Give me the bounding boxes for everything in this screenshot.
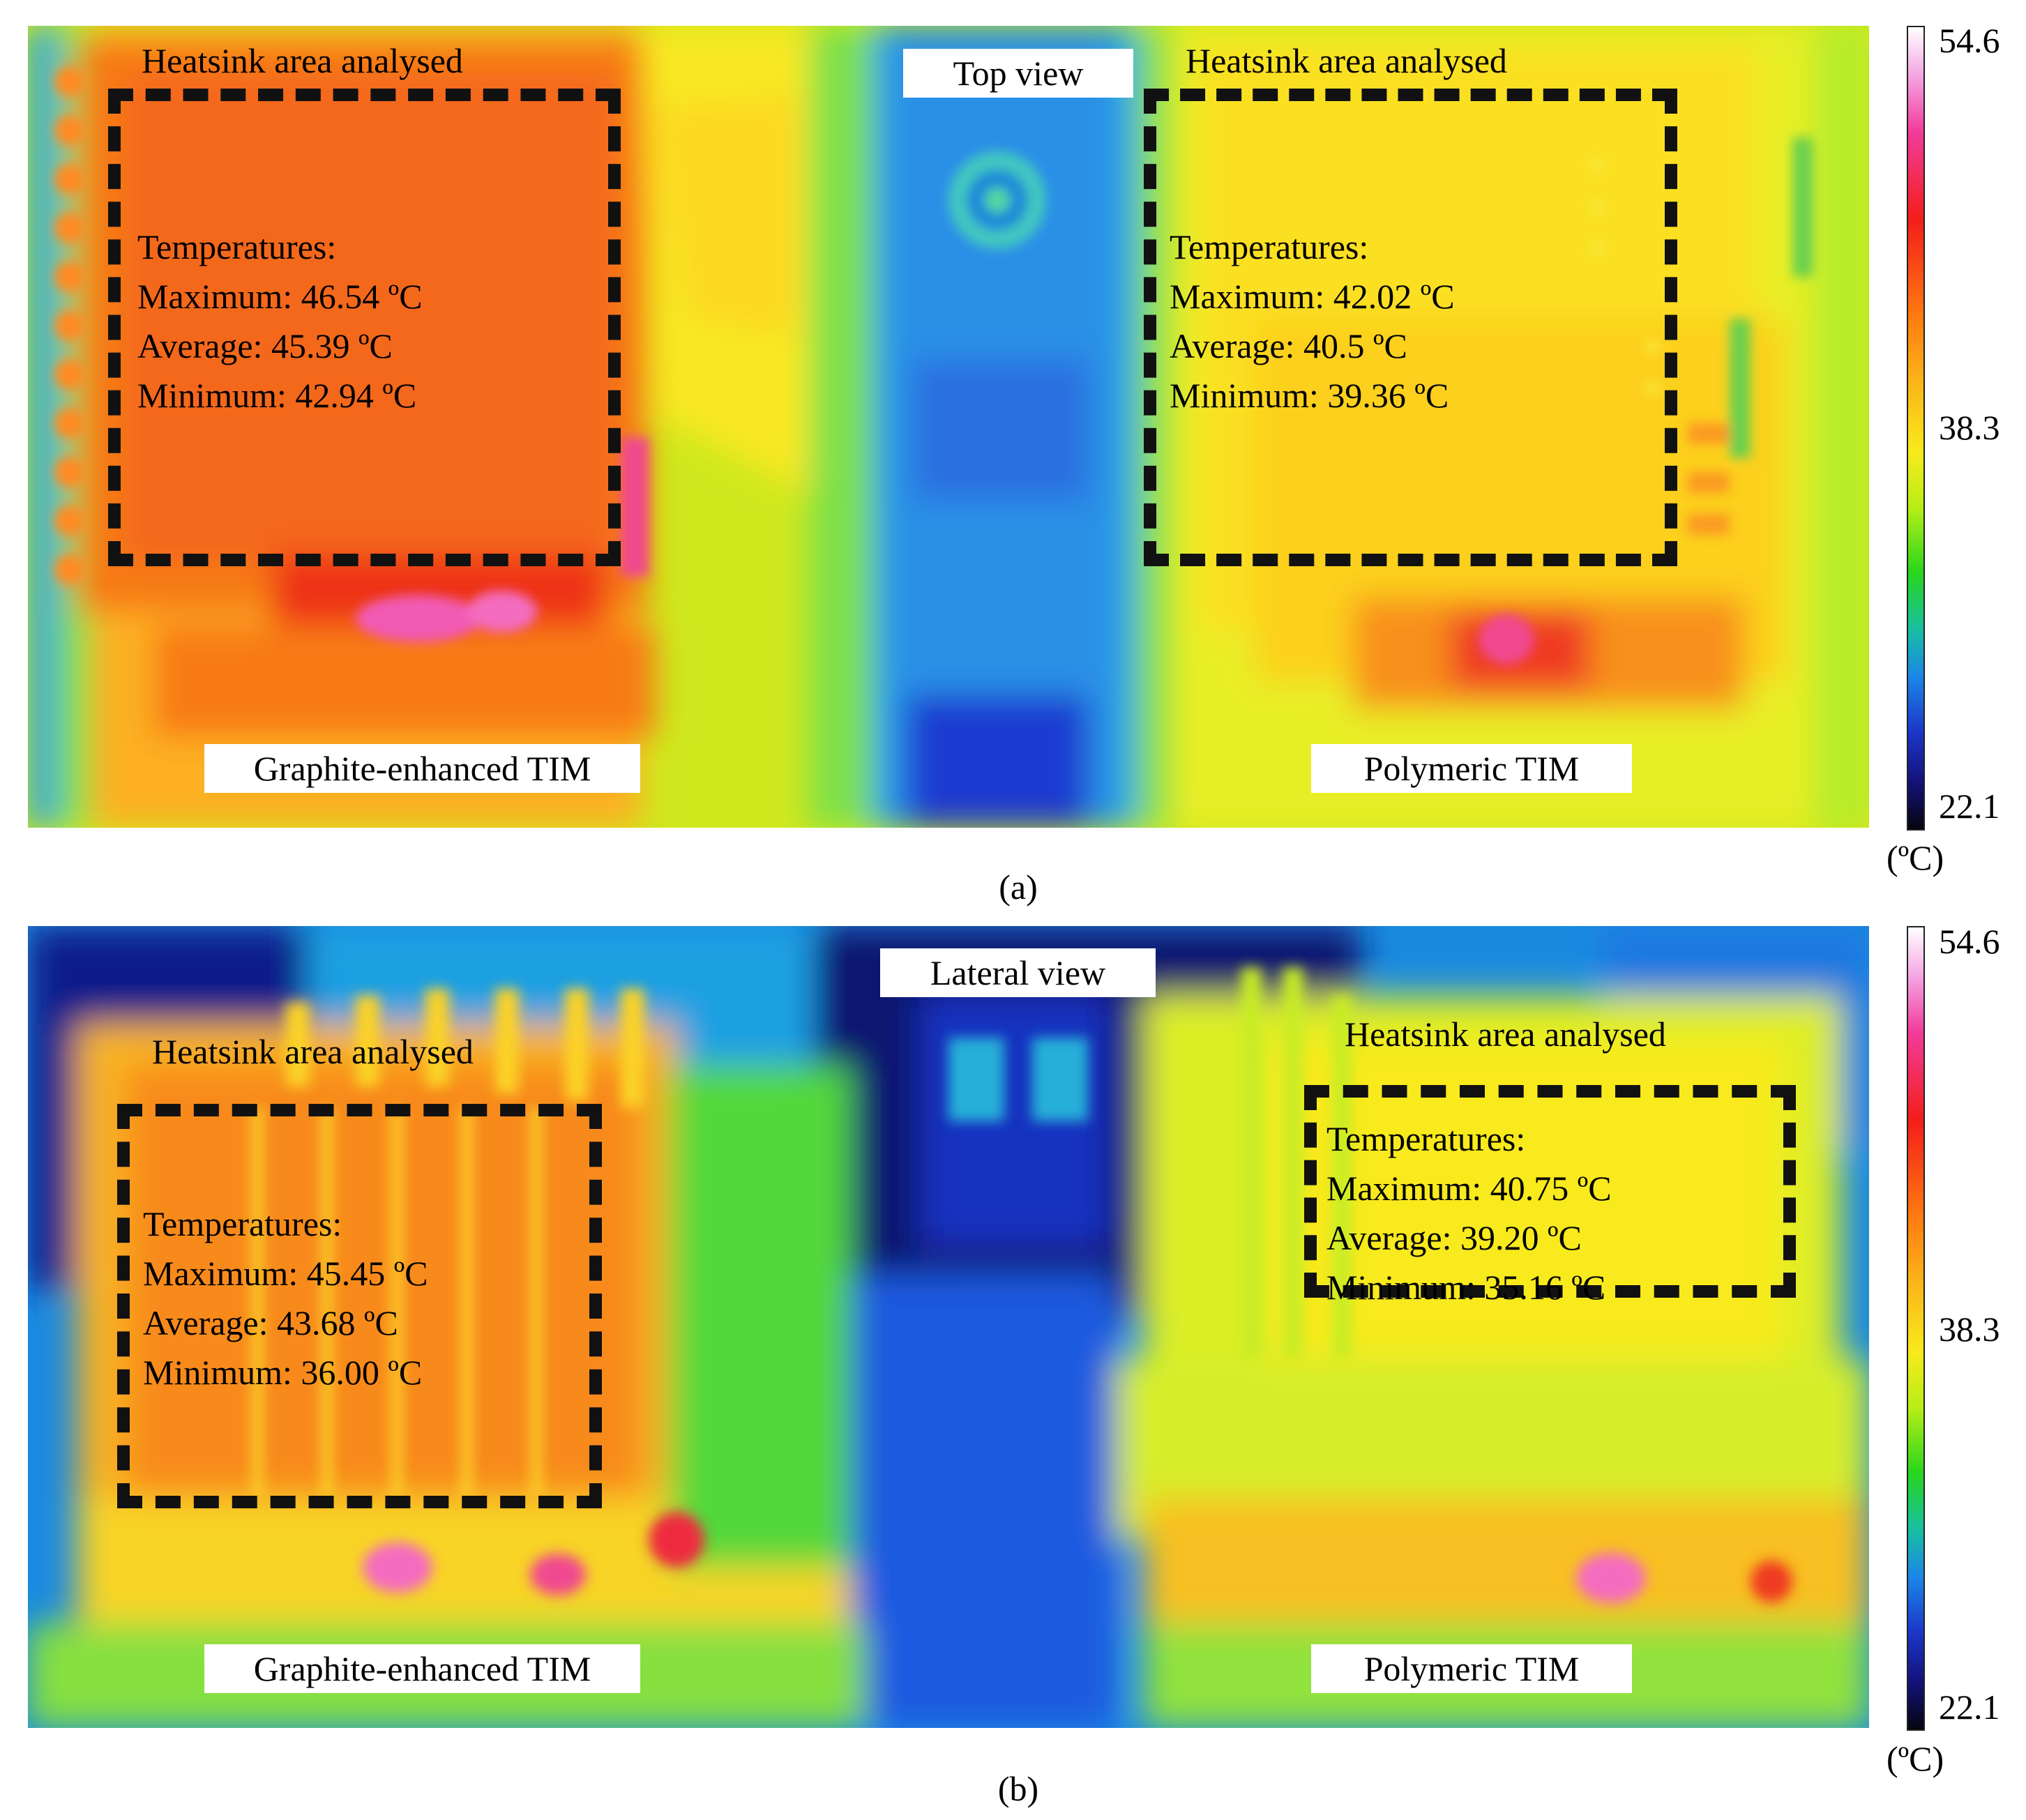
temperature-min: Minimum: 36.00 ºC <box>143 1353 423 1392</box>
view-label: Lateral view <box>880 948 1156 997</box>
temperature-readout-right: Temperatures: Maximum: 40.75 ºC Average:… <box>1326 1114 1612 1312</box>
tim-label-right: Polymeric TIM <box>1311 1644 1632 1693</box>
temperature-avg: Average: 43.68 ºC <box>143 1303 398 1342</box>
view-label: Top view <box>903 49 1133 98</box>
thermal-image-top-view: Top view Heatsink area analysed Temperat… <box>28 26 1869 828</box>
temperature-max: Maximum: 46.54 ºC <box>137 277 423 316</box>
heatsink-area-title-left: Heatsink area analysed <box>152 1032 474 1071</box>
color-scale-bar-b <box>1907 926 1925 1731</box>
temperature-readout-left: Temperatures: Maximum: 45.45 ºC Average:… <box>143 1199 428 1397</box>
heatsink-area-title-left: Heatsink area analysed <box>142 41 463 80</box>
tim-label-right: Polymeric TIM <box>1311 744 1632 793</box>
color-scale-min-b: 22.1 <box>1939 1688 2000 1727</box>
color-scale-mid-a: 38.3 <box>1939 408 2000 447</box>
caption-b: (b) <box>997 1769 1039 1808</box>
temperature-max: Maximum: 40.75 ºC <box>1326 1169 1612 1208</box>
temperatures-heading: Temperatures: <box>1326 1119 1526 1158</box>
temperature-avg: Average: 39.20 ºC <box>1326 1218 1582 1257</box>
caption-a: (a) <box>999 867 1038 907</box>
temperature-min: Minimum: 39.36 ºC <box>1170 376 1449 415</box>
temperature-avg: Average: 45.39 ºC <box>137 326 393 365</box>
heatsink-area-title-right: Heatsink area analysed <box>1345 1015 1666 1054</box>
temperature-avg: Average: 40.5 ºC <box>1170 326 1407 365</box>
temperature-min: Minimum: 42.94 ºC <box>137 376 417 415</box>
heatsink-roi-right <box>1144 89 1677 566</box>
color-scale-mid-b: 38.3 <box>1939 1310 2000 1349</box>
color-scale-unit-a: (ºC) <box>1887 838 1944 877</box>
tim-label-left: Graphite-enhanced TIM <box>204 1644 640 1693</box>
color-scale-min-a: 22.1 <box>1939 787 2000 826</box>
temperature-readout-left: Temperatures: Maximum: 46.54 ºC Average:… <box>137 222 423 420</box>
temperatures-heading: Temperatures: <box>137 227 337 266</box>
heatsink-roi-left <box>117 1104 602 1508</box>
temperature-max: Maximum: 45.45 ºC <box>143 1254 428 1293</box>
temperatures-heading: Temperatures: <box>143 1204 342 1243</box>
heatsink-roi-right <box>1304 1085 1796 1298</box>
temperature-readout-right: Temperatures: Maximum: 42.02 ºC Average:… <box>1170 222 1455 420</box>
temperature-max: Maximum: 42.02 ºC <box>1170 277 1455 316</box>
thermal-image-lateral-view: Lateral view Heatsink area analysed Temp… <box>28 926 1869 1728</box>
color-scale-bar-a <box>1907 26 1925 831</box>
tim-label-left: Graphite-enhanced TIM <box>204 744 640 793</box>
color-scale-max-b: 54.6 <box>1939 922 2000 961</box>
temperature-min: Minimum: 35.16 ºC <box>1326 1268 1606 1307</box>
heatsink-roi-left <box>108 89 621 566</box>
temperatures-heading: Temperatures: <box>1170 227 1369 266</box>
color-scale-max-a: 54.6 <box>1939 21 2000 60</box>
thermal-image-top-view-graphic <box>28 26 1869 828</box>
color-scale-unit-b: (ºC) <box>1887 1739 1944 1778</box>
heatsink-area-title-right: Heatsink area analysed <box>1186 41 1507 80</box>
